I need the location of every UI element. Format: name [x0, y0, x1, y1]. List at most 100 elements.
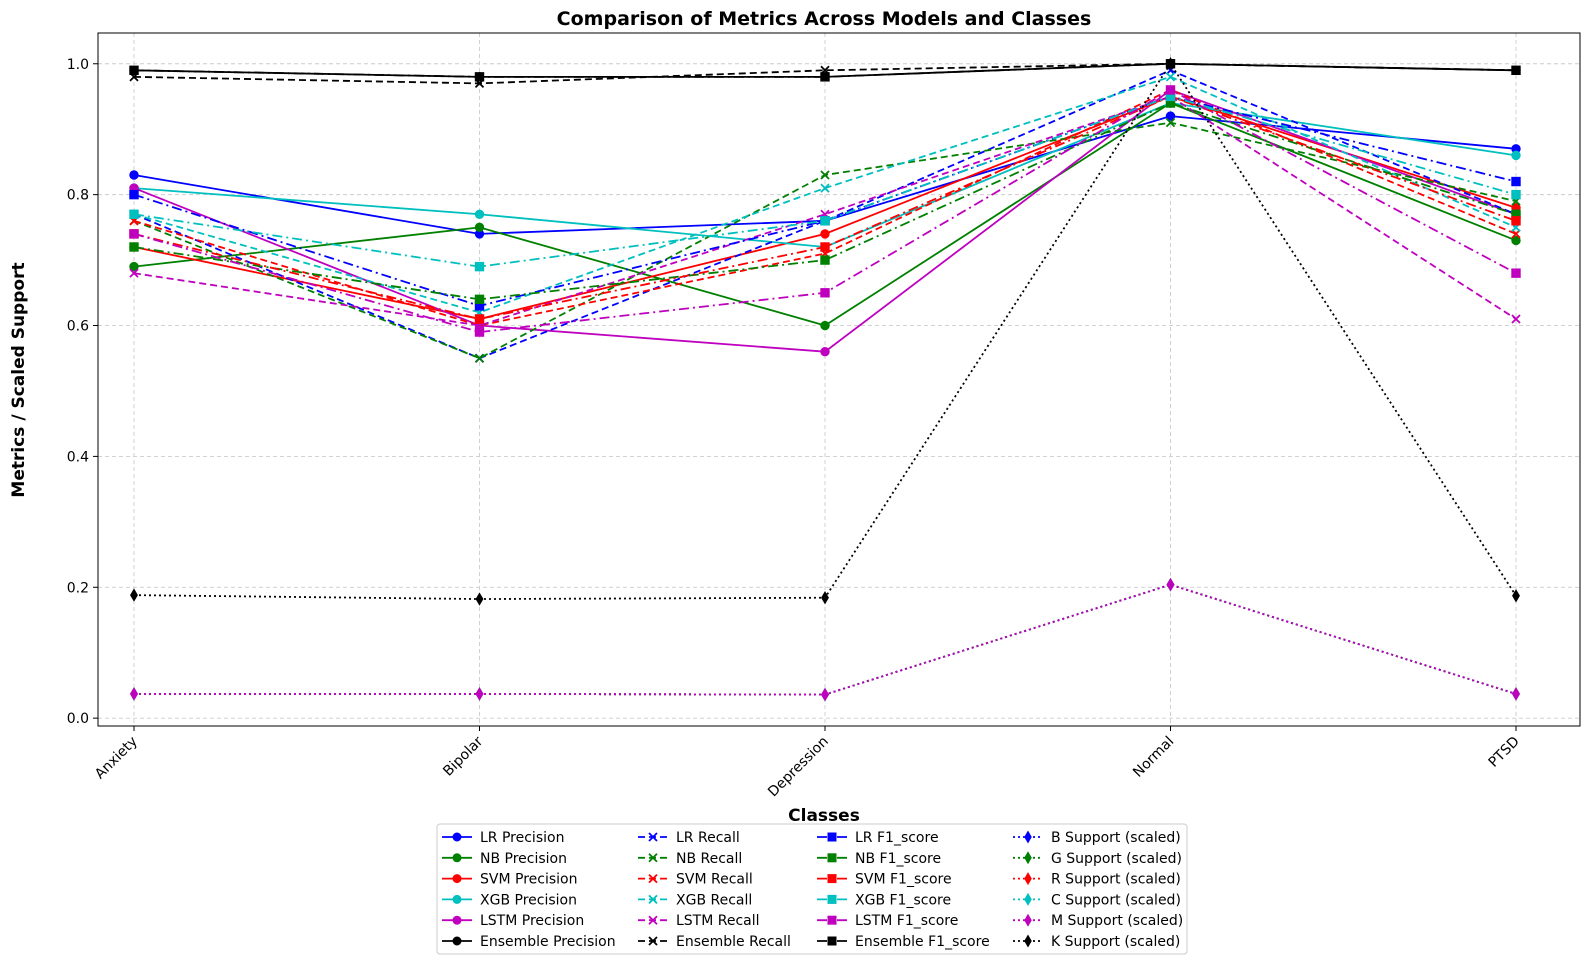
y-axis-label: Metrics / Scaled Support [9, 262, 29, 497]
legend-item: M Support (scaled) [1013, 913, 1183, 929]
y-tick-label: 0.0 [67, 711, 89, 727]
legend-label: LSTM Recall [676, 913, 760, 929]
x-axis-label: Classes [788, 806, 860, 826]
data-point [475, 592, 484, 606]
data-point [129, 268, 139, 278]
legend-marker [1024, 934, 1032, 948]
data-point [1165, 118, 1176, 128]
data-point [820, 72, 830, 82]
legend-item: LR Precision [442, 830, 564, 846]
series-line [133, 95, 1517, 327]
data-point [1511, 268, 1521, 278]
legend-item: LR F1_score [817, 830, 939, 846]
y-axis-ticks: 0.0 0.2 0.4 0.6 0.8 1.0 [67, 57, 98, 727]
legend-label: XGB Precision [480, 892, 577, 908]
legend-box [436, 823, 1188, 955]
legend-label: SVM Recall [676, 872, 753, 888]
legend-label: NB Recall [676, 851, 742, 867]
data-point [820, 320, 830, 331]
legend-marker [1024, 872, 1032, 886]
data-point [821, 687, 829, 702]
legend-marker [1024, 913, 1032, 927]
legend-item: Ensemble Recall [638, 934, 791, 950]
legend-marker [827, 915, 837, 925]
legend-item: SVM Recall [638, 872, 753, 888]
data-point [129, 261, 139, 272]
y-tick-label: 0.6 [67, 319, 89, 335]
data-point [129, 209, 139, 219]
legend-item: K Support (scaled) [1013, 934, 1180, 950]
data-point [129, 229, 139, 239]
legend-item: LSTM Recall [638, 913, 760, 929]
data-point [474, 261, 485, 272]
legend-item: LR Recall [638, 830, 740, 846]
data-point [474, 222, 485, 233]
data-point [130, 687, 138, 701]
legend-item: NB Recall [638, 851, 742, 867]
series-xgb-f1-score [129, 91, 1521, 272]
legend-item: XGB F1_score [817, 892, 951, 908]
chart-title: Comparison of Metrics Across Models and … [557, 8, 1092, 30]
data-point [820, 242, 830, 252]
legend-item: NB F1_score [817, 851, 941, 867]
legend-item: C Support (scaled) [1013, 892, 1181, 908]
series-line [133, 69, 1517, 360]
legend-marker [827, 874, 837, 884]
data-point [1511, 189, 1521, 200]
data-point [820, 255, 830, 265]
legend-label: G Support (scaled) [1051, 851, 1182, 867]
legend-marker [648, 936, 658, 946]
data-point [820, 288, 830, 298]
legend-item: SVM F1_score [817, 872, 952, 888]
legend-marker [1024, 892, 1032, 906]
legend-item: Ensemble F1_score [817, 934, 990, 950]
legend-label: NB F1_score [855, 851, 941, 867]
data-point [129, 170, 139, 180]
data-point [820, 346, 830, 357]
legend-item: G Support (scaled) [1013, 851, 1182, 867]
series-line [133, 95, 1517, 307]
data-point [475, 687, 484, 701]
legend-item: LSTM F1_score [817, 913, 958, 929]
series-m-support-scaled [130, 577, 1520, 702]
legend-label: B Support (scaled) [1051, 830, 1181, 846]
legend: LR Precision NB Precision SVM Precision XGB… [436, 823, 1188, 955]
legend-marker [1024, 851, 1032, 865]
legend-item: XGB Precision [442, 892, 577, 908]
series-k-support-scaled [130, 57, 1520, 606]
y-tick-label: 0.4 [67, 449, 89, 465]
y-tick-label: 1.0 [67, 57, 89, 73]
legend-item: XGB Recall [638, 892, 752, 908]
legend-marker [648, 873, 658, 884]
legend-label: LR Recall [676, 830, 740, 846]
legend-marker [452, 874, 462, 884]
legend-item: LSTM Precision [442, 913, 584, 929]
data-point [474, 294, 485, 305]
legend-item: B Support (scaled) [1013, 830, 1181, 846]
data-point [1165, 111, 1176, 121]
data-point [129, 189, 139, 200]
legend-marker [452, 915, 462, 925]
legend-item: Ensemble Precision [442, 934, 616, 950]
data-point [1511, 176, 1521, 187]
legend-label: LSTM F1_score [855, 913, 958, 929]
legend-label: Ensemble Recall [676, 934, 791, 950]
data-point [1511, 216, 1521, 226]
data-point [1511, 314, 1521, 324]
legend-label: Ensemble F1_score [855, 934, 990, 950]
data-point [820, 183, 830, 193]
legend-label: NB Precision [480, 851, 567, 867]
data-point [1511, 65, 1521, 76]
data-point [474, 314, 485, 324]
legend-marker [827, 853, 837, 863]
legend-label: LR F1_score [855, 830, 939, 846]
series-lines [129, 57, 1521, 702]
legend-marker [452, 936, 462, 946]
data-point [474, 353, 485, 363]
data-point [820, 229, 830, 239]
data-point [1512, 589, 1520, 603]
legend-label: SVM Precision [480, 872, 577, 888]
data-point [820, 216, 830, 226]
legend-label: XGB Recall [676, 892, 752, 908]
